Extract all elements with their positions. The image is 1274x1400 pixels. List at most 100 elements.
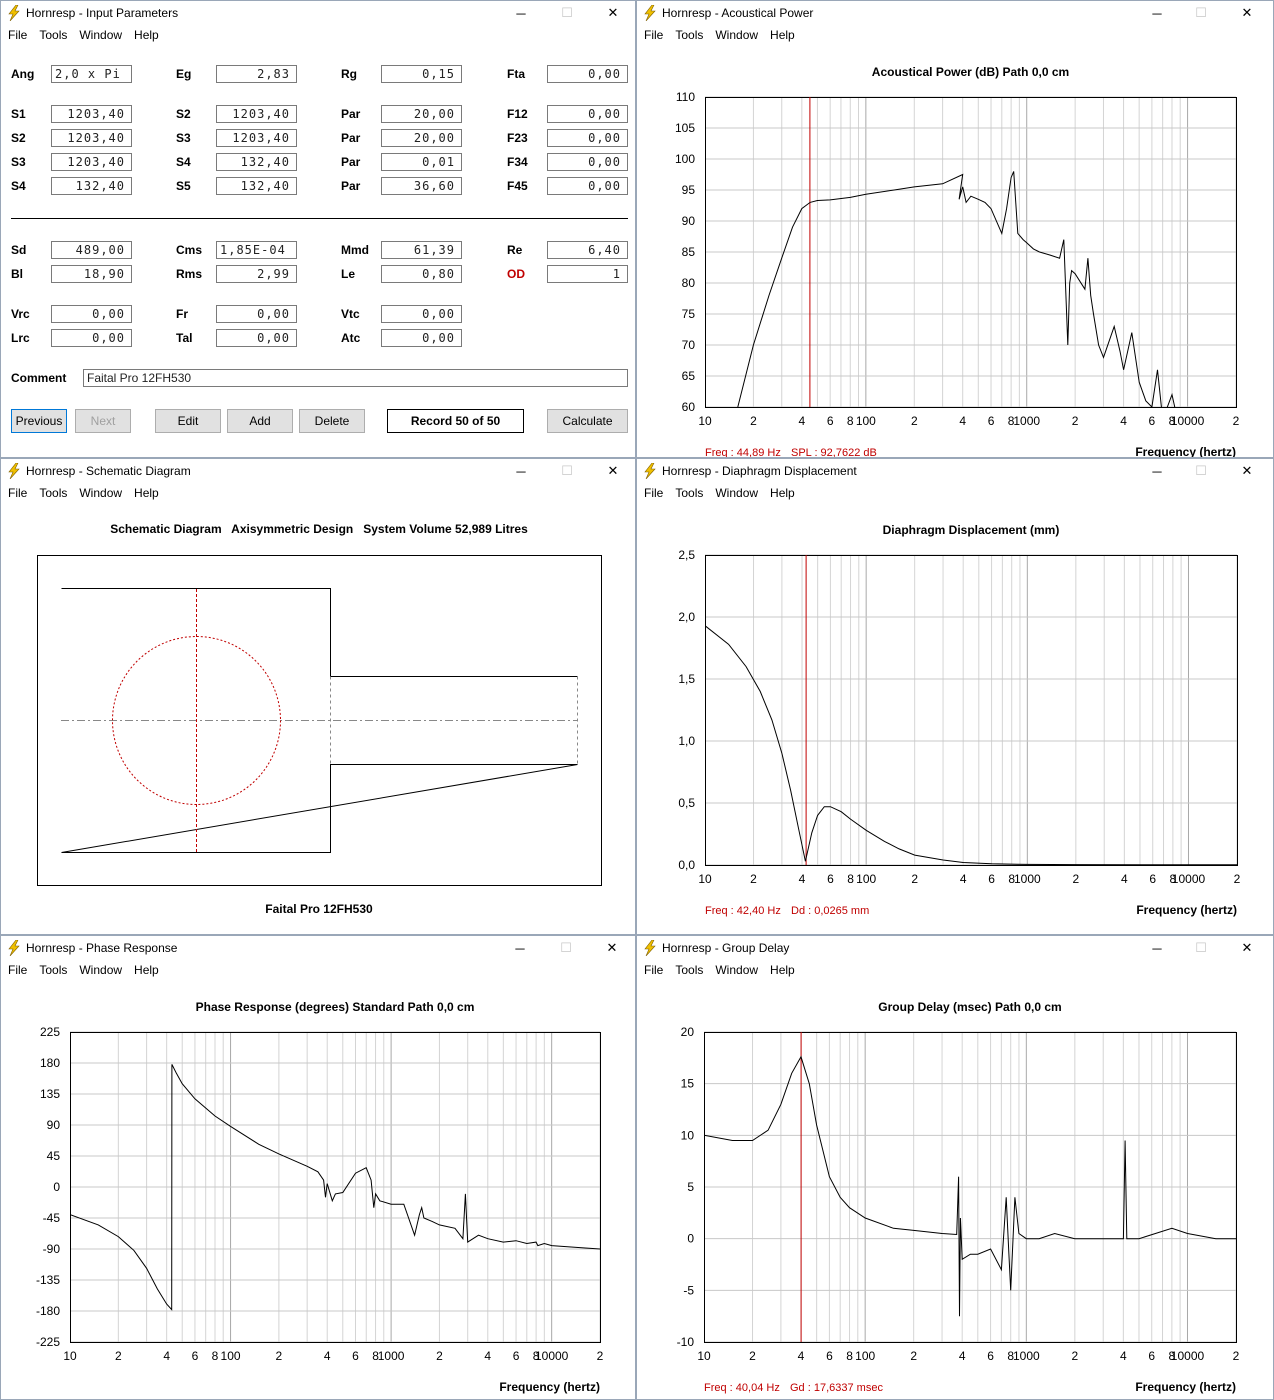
disp-titlebar[interactable]: Hornresp - Diaphragm Displacement xyxy=(637,459,1273,483)
x-tick-label: 6 xyxy=(192,1349,199,1363)
param-field[interactable]: 0,00 xyxy=(547,177,628,195)
minimize-button[interactable]: ─ xyxy=(1152,940,1162,956)
close-button[interactable]: ✕ xyxy=(607,5,619,20)
param-field[interactable]: 2,99 xyxy=(216,265,297,283)
param-field[interactable]: 1203,40 xyxy=(51,105,132,123)
x-tick-label: 10 xyxy=(63,1349,77,1363)
menu-file[interactable]: File xyxy=(8,963,28,977)
calculate-button[interactable]: Calculate xyxy=(547,409,628,433)
param-field[interactable]: 0,00 xyxy=(381,305,462,323)
y-tick-label: 75 xyxy=(682,307,696,321)
minimize-button[interactable]: ─ xyxy=(1152,463,1162,479)
delay-titlebar[interactable]: Hornresp - Group Delay xyxy=(637,936,1273,960)
y-tick-label: 100 xyxy=(675,152,695,166)
window-title: Hornresp - Phase Response xyxy=(26,941,178,955)
param-field[interactable]: 2,0 x Pi xyxy=(51,65,132,83)
minimize-button[interactable]: ─ xyxy=(1152,5,1162,21)
power-titlebar[interactable]: Hornresp - Acoustical Power xyxy=(637,1,1273,25)
menu-window[interactable]: Window xyxy=(715,486,759,500)
param-field[interactable]: 0,01 xyxy=(381,153,462,171)
diaphragm-displacement-window: Hornresp - Diaphragm Displacement ─ ☐ ✕ … xyxy=(636,458,1274,935)
param-field[interactable]: 20,00 xyxy=(381,105,462,123)
menu-help[interactable]: Help xyxy=(770,28,795,42)
add-button[interactable]: Add xyxy=(227,409,293,433)
param-field[interactable]: 0,00 xyxy=(216,329,297,347)
close-button[interactable]: ✕ xyxy=(1241,940,1253,955)
menu-help[interactable]: Help xyxy=(770,486,795,500)
param-field[interactable]: 1203,40 xyxy=(51,129,132,147)
close-button[interactable]: ✕ xyxy=(1241,463,1253,478)
menu-window[interactable]: Window xyxy=(715,28,759,42)
menu-file[interactable]: File xyxy=(8,486,28,500)
menu-tools[interactable]: Tools xyxy=(39,486,68,500)
delete-button[interactable]: Delete xyxy=(299,409,365,433)
menu-help[interactable]: Help xyxy=(134,486,159,500)
param-field[interactable]: 1203,40 xyxy=(51,153,132,171)
param-field[interactable]: 2,83 xyxy=(216,65,297,83)
param-field[interactable]: 0,00 xyxy=(216,305,297,323)
menu-window[interactable]: Window xyxy=(79,963,123,977)
param-field[interactable]: 0,00 xyxy=(51,329,132,347)
minimize-button[interactable]: ─ xyxy=(515,940,525,956)
menu-file[interactable]: File xyxy=(644,28,664,42)
param-field[interactable]: 132,40 xyxy=(51,177,132,195)
phase-response-chart[interactable]: Phase Response (degrees) Standard Path 0… xyxy=(1,936,636,1400)
menu-help[interactable]: Help xyxy=(134,963,159,977)
menubar: File Tools Window Help xyxy=(637,960,1273,980)
menu-tools[interactable]: Tools xyxy=(675,28,704,42)
menu-window[interactable]: Window xyxy=(79,486,123,500)
param-field[interactable]: 0,00 xyxy=(547,65,628,83)
maximize-button: ☐ xyxy=(560,940,572,955)
menu-help[interactable]: Help xyxy=(134,28,159,42)
close-button[interactable]: ✕ xyxy=(607,463,619,478)
param-label: Rms xyxy=(176,267,203,281)
acoustical-power-chart[interactable]: Acoustical Power (dB) Path 0,0 cm 110 105 1… xyxy=(637,1,1274,458)
menu-window[interactable]: Window xyxy=(715,963,759,977)
param-field[interactable]: 18,90 xyxy=(51,265,132,283)
param-field[interactable]: 1 xyxy=(547,265,628,283)
param-field[interactable]: 6,40 xyxy=(547,241,628,259)
menu-file[interactable]: File xyxy=(8,28,28,42)
menu-file[interactable]: File xyxy=(644,486,664,500)
y-tick-label: 225 xyxy=(40,1025,60,1039)
menu-tools[interactable]: Tools xyxy=(39,28,68,42)
menu-help[interactable]: Help xyxy=(770,963,795,977)
param-field[interactable]: 0,15 xyxy=(381,65,462,83)
param-field[interactable]: 0,00 xyxy=(381,329,462,347)
minimize-button[interactable]: ─ xyxy=(516,463,526,479)
param-field[interactable]: 0,00 xyxy=(51,305,132,323)
schematic-titlebar[interactable]: Hornresp - Schematic Diagram xyxy=(1,459,635,483)
diaphragm-displacement-chart[interactable]: Diaphragm Displacement (mm) 2,5 2,0 1,5 1,0 0… xyxy=(637,459,1274,935)
param-field[interactable]: 0,00 xyxy=(547,153,628,171)
close-button[interactable]: ✕ xyxy=(1241,5,1253,20)
previous-button[interactable]: Previous xyxy=(11,409,67,433)
param-field[interactable]: 0,00 xyxy=(547,129,628,147)
param-field[interactable]: 1203,40 xyxy=(216,129,297,147)
menu-tools[interactable]: Tools xyxy=(675,486,704,500)
y-tick-label: -225 xyxy=(36,1335,60,1349)
minimize-button[interactable]: ─ xyxy=(516,5,526,21)
x-tick-label: 6 xyxy=(1149,872,1156,886)
param-field[interactable]: 20,00 xyxy=(381,129,462,147)
edit-button[interactable]: Edit xyxy=(155,409,221,433)
param-field[interactable]: 489,00 xyxy=(51,241,132,259)
param-field[interactable]: 1203,40 xyxy=(216,105,297,123)
param-field[interactable]: 132,40 xyxy=(216,153,297,171)
param-field[interactable]: 0,80 xyxy=(381,265,462,283)
param-field[interactable]: 61,39 xyxy=(381,241,462,259)
comment-field[interactable]: Faital Pro 12FH530 xyxy=(83,369,628,387)
menu-tools[interactable]: Tools xyxy=(39,963,68,977)
param-field[interactable]: 132,40 xyxy=(216,177,297,195)
menu-tools[interactable]: Tools xyxy=(675,963,704,977)
group-delay-chart[interactable]: Group Delay (msec) Path 0,0 cm 20 15 10 5 0 -5… xyxy=(637,936,1274,1400)
phase-titlebar[interactable]: Hornresp - Phase Response xyxy=(1,936,635,960)
param-label: Eg xyxy=(176,67,192,81)
input-titlebar[interactable]: Hornresp - Input Parameters xyxy=(1,1,635,25)
x-axis-label: Frequency (hertz) xyxy=(1135,445,1236,458)
menu-file[interactable]: File xyxy=(644,963,664,977)
close-button[interactable]: ✕ xyxy=(606,940,618,955)
param-field[interactable]: 36,60 xyxy=(381,177,462,195)
menu-window[interactable]: Window xyxy=(79,28,123,42)
param-field[interactable]: 0,00 xyxy=(547,105,628,123)
param-field[interactable]: 1,85E-04 xyxy=(216,241,297,259)
